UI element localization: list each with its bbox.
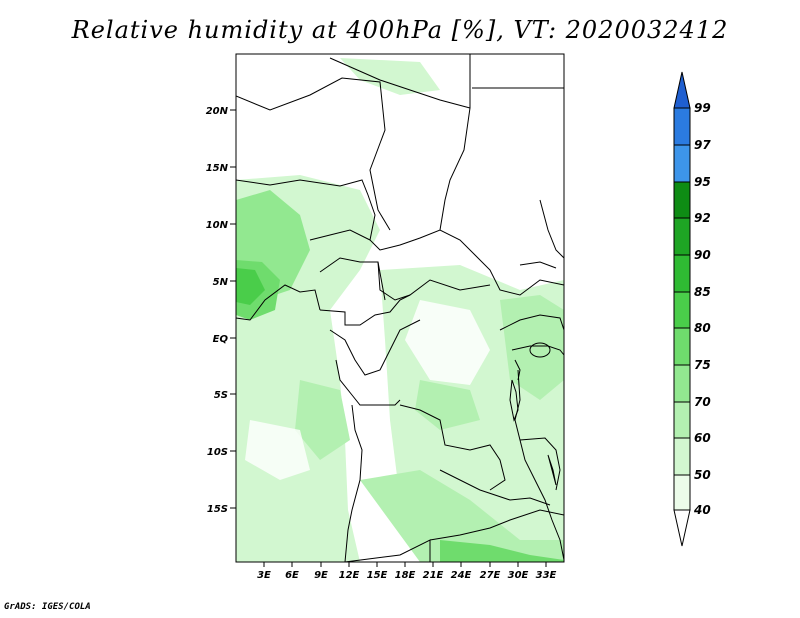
lon-label: 15E bbox=[367, 570, 388, 581]
colorbar-label: 85 bbox=[694, 285, 711, 299]
colorbar-segment bbox=[673, 401, 691, 439]
lon-label: 33E bbox=[536, 570, 557, 581]
lon-label: 27E bbox=[480, 570, 501, 581]
lon-label: 24E bbox=[451, 570, 472, 581]
lat-label: 15N bbox=[206, 163, 229, 174]
lon-label: 9E bbox=[314, 570, 328, 581]
colorbar-label: 60 bbox=[694, 431, 711, 445]
lat-label: 15S bbox=[207, 504, 228, 515]
lat-label: 10N bbox=[206, 220, 229, 231]
lon-label: 21E bbox=[423, 570, 444, 581]
colorbar-segment bbox=[673, 437, 691, 476]
colorbar-segment bbox=[673, 181, 691, 219]
colorbar-label: 80 bbox=[694, 321, 711, 335]
colorbar-label: 70 bbox=[694, 395, 711, 409]
colorbar-segment bbox=[673, 364, 691, 403]
longitude-axis: 3E 6E 9E 12E 15E 18E 21E 24E 27E 30E 33E bbox=[257, 562, 557, 581]
lon-label: 3E bbox=[257, 570, 271, 581]
colorbar-label: 92 bbox=[694, 211, 711, 225]
lon-label: 6E bbox=[285, 570, 299, 581]
lon-label: 30E bbox=[508, 570, 529, 581]
colorbar-label: 40 bbox=[693, 503, 711, 517]
colorbar-segment bbox=[673, 474, 691, 511]
colorbar-bottom-arrow bbox=[673, 509, 691, 547]
map-frame bbox=[235, 53, 565, 563]
colorbar-segment bbox=[673, 254, 691, 293]
footer-credit: GrADS: IGES/COLA bbox=[4, 602, 91, 612]
lon-label: 18E bbox=[395, 570, 416, 581]
colorbar-segment bbox=[673, 107, 691, 146]
colorbar-segment bbox=[673, 144, 691, 183]
colorbar-segment bbox=[673, 217, 691, 256]
colorbar-label: 95 bbox=[694, 175, 711, 189]
country-boundaries bbox=[236, 54, 564, 562]
colorbar-label: 97 bbox=[694, 138, 711, 152]
latitude-axis: 20N 15N 10N 5N EQ 5S 10S 15S bbox=[206, 106, 236, 515]
colorbar-label: 90 bbox=[694, 248, 711, 262]
humidity-shading bbox=[236, 58, 564, 562]
colorbar-segment bbox=[673, 291, 691, 329]
colorbar-labels: 99 97 95 92 90 85 80 75 70 60 50 40 bbox=[693, 101, 711, 517]
colorbar-segment bbox=[673, 327, 691, 366]
lat-label: EQ bbox=[213, 334, 229, 345]
lat-label: 5N bbox=[213, 277, 229, 288]
chart-title: Relative humidity at 400hPa [%], VT: 202… bbox=[71, 16, 729, 44]
lakes bbox=[509, 342, 557, 486]
colorbar-label: 99 bbox=[694, 101, 711, 115]
colorbar-top-arrow bbox=[673, 71, 691, 109]
lon-label: 12E bbox=[339, 570, 360, 581]
colorbar-label: 75 bbox=[694, 358, 711, 372]
colorbar bbox=[673, 71, 691, 547]
lat-label: 5S bbox=[214, 390, 228, 401]
lat-label: 10S bbox=[207, 447, 228, 458]
colorbar-label: 50 bbox=[694, 468, 711, 482]
lat-label: 20N bbox=[206, 106, 229, 117]
